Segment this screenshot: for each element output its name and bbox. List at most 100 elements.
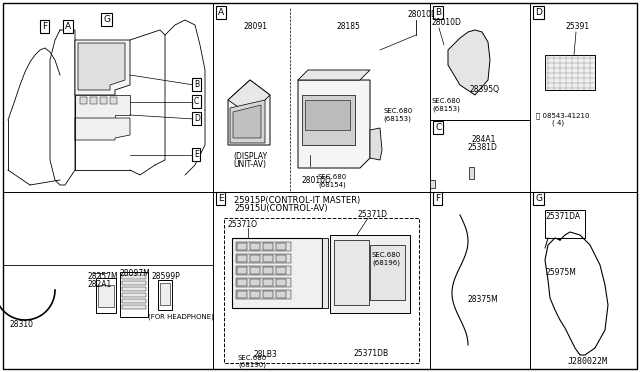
Polygon shape	[75, 95, 130, 118]
Bar	[250, 243, 260, 250]
Text: G: G	[535, 194, 542, 203]
Bar	[98, 285, 114, 307]
Text: 25391: 25391	[565, 22, 589, 31]
Bar	[236, 266, 291, 275]
Polygon shape	[233, 105, 261, 138]
Circle shape	[448, 171, 456, 179]
Text: (68196): (68196)	[372, 260, 400, 266]
Polygon shape	[448, 30, 490, 95]
Bar	[160, 283, 170, 305]
Circle shape	[77, 292, 93, 308]
Bar	[122, 287, 146, 291]
Bar	[237, 291, 247, 298]
Bar	[236, 254, 291, 263]
Text: 25915U(CONTROL-AV): 25915U(CONTROL-AV)	[234, 204, 328, 213]
Text: 25371O: 25371O	[228, 220, 258, 229]
Text: 25371DB: 25371DB	[353, 349, 388, 358]
Text: A: A	[218, 8, 224, 17]
Text: D: D	[535, 8, 542, 17]
Circle shape	[456, 211, 464, 219]
Bar	[80, 97, 87, 104]
Bar	[545, 210, 585, 238]
Polygon shape	[298, 70, 370, 80]
Bar	[322, 238, 328, 308]
Circle shape	[69, 284, 101, 316]
Circle shape	[457, 50, 477, 70]
Text: B: B	[435, 8, 441, 17]
Bar	[330, 235, 410, 313]
Text: (68190): (68190)	[238, 362, 266, 369]
Polygon shape	[78, 43, 125, 90]
Bar	[263, 243, 273, 250]
Text: (68153): (68153)	[383, 115, 411, 122]
Bar	[276, 243, 286, 250]
Circle shape	[541, 249, 547, 255]
Bar	[110, 97, 117, 104]
Bar	[250, 279, 260, 286]
Polygon shape	[228, 80, 270, 115]
Text: D: D	[194, 114, 200, 123]
Text: (68154): (68154)	[318, 181, 346, 187]
Polygon shape	[75, 118, 130, 140]
Text: E: E	[194, 150, 199, 159]
Bar	[469, 167, 474, 179]
Bar	[237, 279, 247, 286]
Bar	[276, 267, 286, 274]
Bar	[96, 278, 116, 313]
Text: 284A1: 284A1	[472, 135, 497, 144]
Text: 28LB3: 28LB3	[253, 350, 276, 359]
Text: C: C	[194, 97, 199, 106]
Text: F: F	[435, 194, 440, 203]
Text: 25371DA: 25371DA	[546, 212, 581, 221]
Circle shape	[432, 155, 472, 195]
Text: C: C	[435, 123, 441, 132]
Bar	[90, 97, 97, 104]
Bar	[122, 305, 146, 309]
Text: SEC.680: SEC.680	[383, 108, 412, 114]
Bar	[122, 281, 146, 285]
Circle shape	[463, 340, 473, 350]
Circle shape	[9, 284, 41, 316]
Bar	[237, 243, 247, 250]
Bar	[250, 267, 260, 274]
Bar	[236, 242, 291, 251]
Bar	[263, 279, 273, 286]
Bar	[120, 272, 148, 317]
Text: 28010D: 28010D	[302, 176, 332, 185]
Text: B: B	[194, 80, 199, 89]
Bar	[334, 240, 369, 305]
Bar	[236, 290, 291, 299]
Text: 28375M: 28375M	[468, 295, 499, 304]
Polygon shape	[298, 80, 370, 168]
Bar	[122, 293, 146, 297]
Bar	[276, 279, 286, 286]
Text: (68153): (68153)	[432, 105, 460, 112]
Text: (FOR HEADPHONE): (FOR HEADPHONE)	[148, 314, 214, 321]
Polygon shape	[302, 95, 355, 145]
Text: 25975M: 25975M	[546, 268, 577, 277]
Bar	[250, 255, 260, 262]
Bar	[237, 255, 247, 262]
Text: 28599P: 28599P	[152, 272, 180, 281]
Text: G: G	[103, 15, 110, 24]
Bar	[370, 245, 405, 300]
Circle shape	[442, 165, 462, 185]
Bar	[250, 291, 260, 298]
Text: SEC.680: SEC.680	[318, 174, 348, 180]
Polygon shape	[75, 40, 130, 95]
Polygon shape	[230, 100, 265, 143]
Bar	[224, 218, 419, 363]
Circle shape	[306, 166, 314, 174]
Circle shape	[413, 35, 419, 41]
Polygon shape	[370, 128, 382, 160]
Text: 25915P(CONTROL-IT MASTER): 25915P(CONTROL-IT MASTER)	[234, 196, 360, 205]
Polygon shape	[305, 100, 350, 130]
Polygon shape	[228, 80, 270, 145]
Text: 28010D: 28010D	[432, 18, 462, 27]
Text: 28097M: 28097M	[120, 269, 151, 278]
Circle shape	[17, 292, 33, 308]
Text: 28185: 28185	[336, 22, 360, 31]
Bar	[276, 255, 286, 262]
Text: J280022M: J280022M	[568, 357, 608, 366]
Bar	[263, 267, 273, 274]
